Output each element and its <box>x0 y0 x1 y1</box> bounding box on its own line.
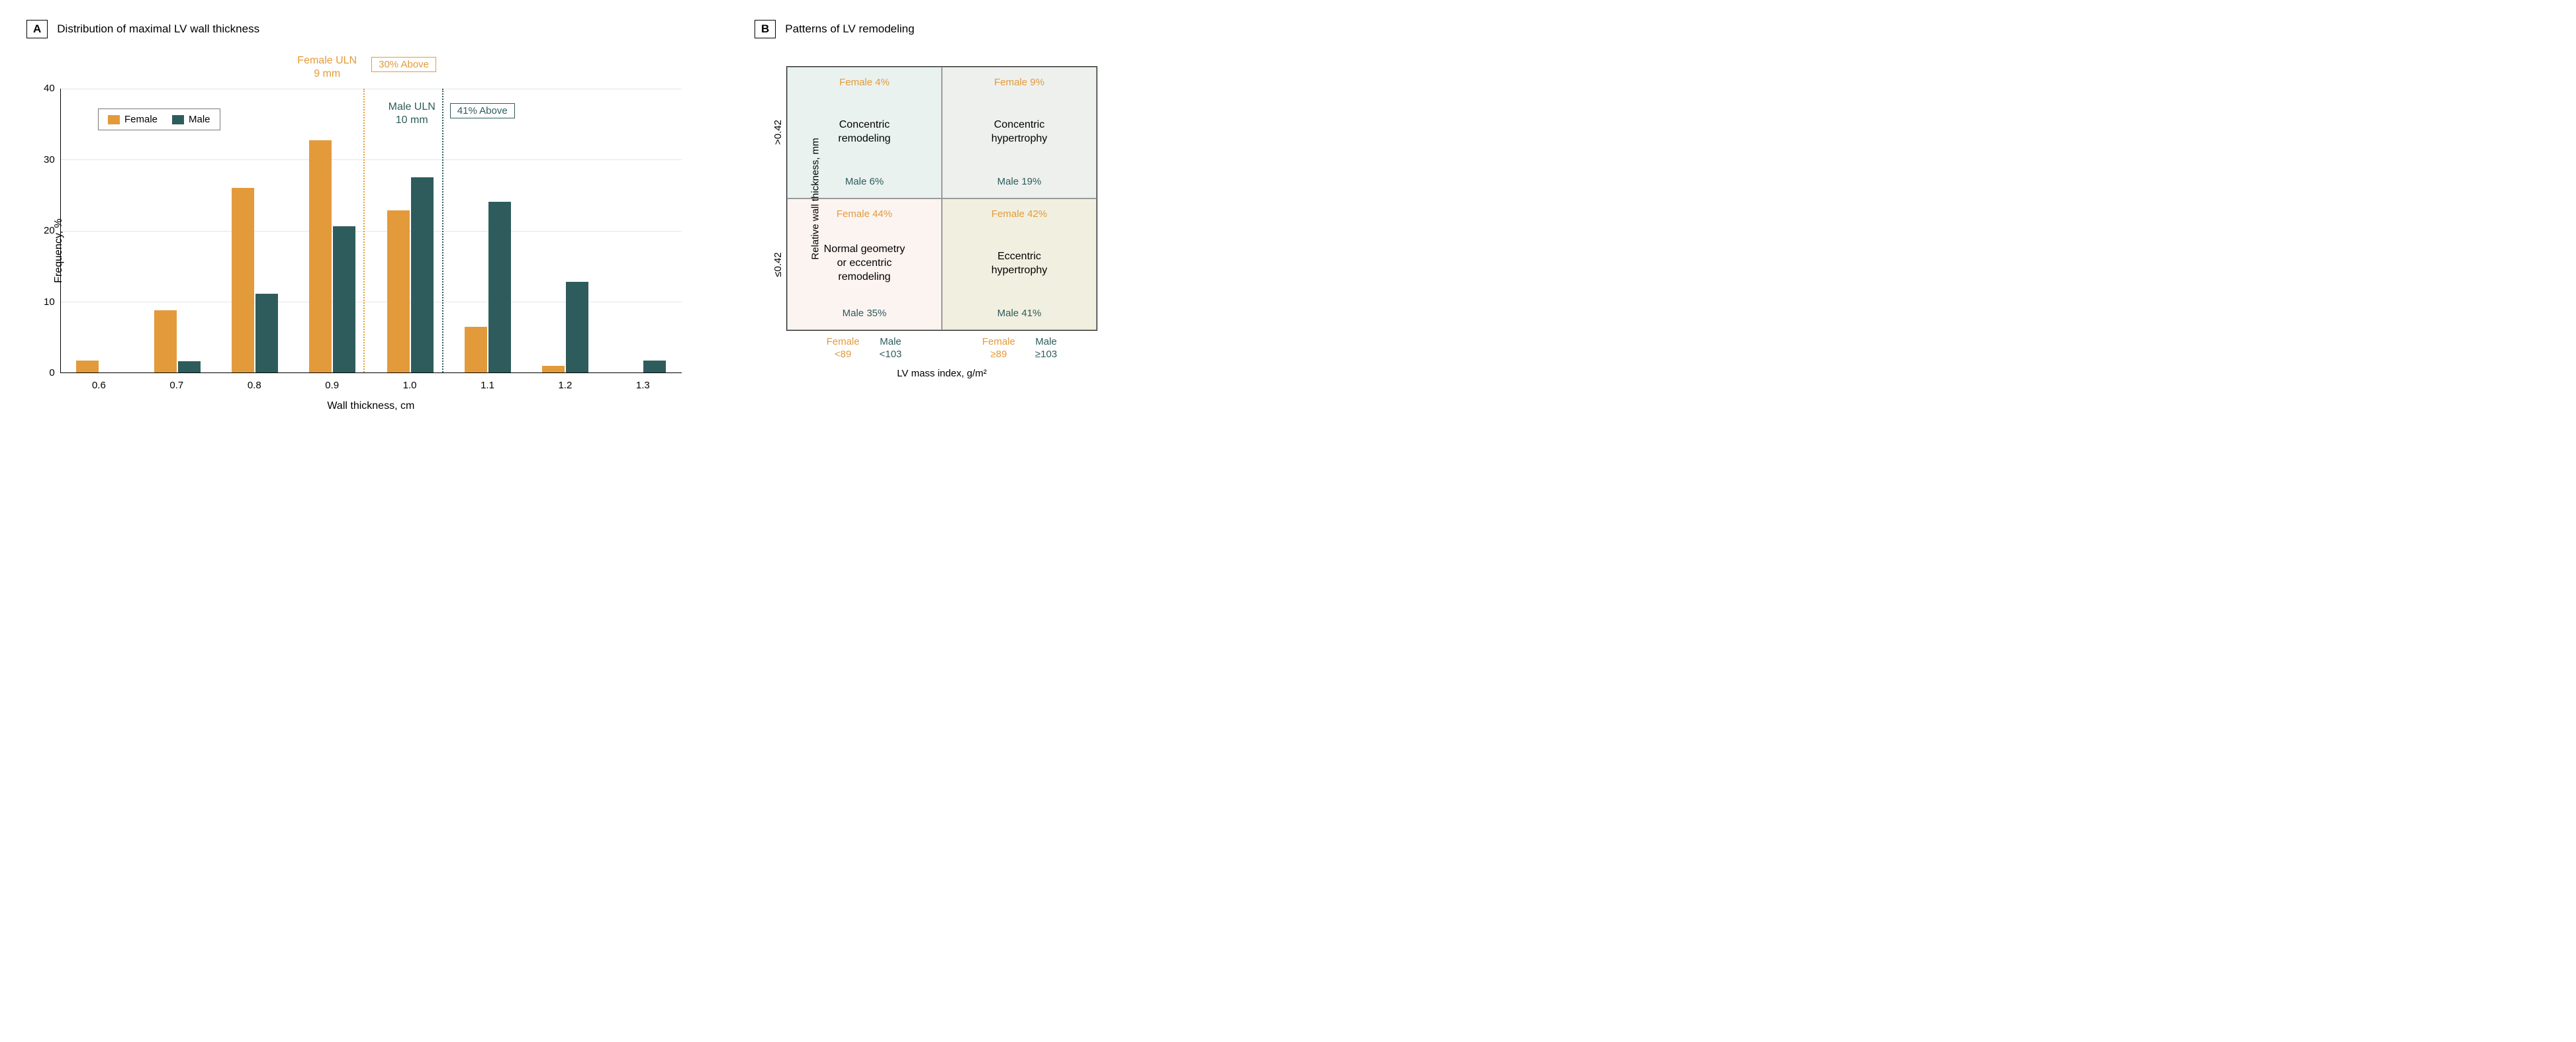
quad-xtick: Female≥89 Male≥103 <box>942 336 1097 361</box>
panel-b-letter: B <box>755 20 776 38</box>
panel-b-yticks: >0.42≤0.42 <box>769 66 786 331</box>
panel-b-title: B Patterns of LV remodeling <box>755 20 1125 38</box>
quad-label: Eccentrichypertrophy <box>991 250 1048 278</box>
panel-a-plot: Female ULN9 mm30% AboveMale ULN10 mm41% … <box>60 89 682 373</box>
legend-swatch <box>172 115 184 124</box>
bar-group <box>604 89 682 372</box>
male-bar <box>411 177 434 372</box>
female-bar <box>76 361 99 372</box>
quad-ytick: ≤0.42 <box>712 256 844 273</box>
xtick: 0.7 <box>138 380 215 391</box>
female-bar <box>465 327 487 372</box>
quad-male: Male 41% <box>997 308 1042 319</box>
quad-ytick: >0.42 <box>712 124 844 141</box>
legend-item: Male <box>172 114 210 125</box>
quad-female: Female 44% <box>837 208 892 220</box>
male-bar <box>566 282 588 372</box>
panel-b-ylabel: Relative wall thickness, mm <box>810 138 821 259</box>
female-bar <box>232 188 254 372</box>
quad-male: Male 35% <box>843 308 887 319</box>
panel-a-xaxis: 0.60.70.80.91.01.11.21.3 <box>60 380 682 391</box>
legend-swatch <box>108 115 120 124</box>
quad-xtick: Female<89 Male<103 <box>786 336 942 361</box>
male-bar <box>333 226 355 372</box>
quad-male: Male 6% <box>845 176 884 187</box>
male-bar <box>488 202 511 372</box>
legend: Female Male <box>98 109 220 130</box>
figure: A Distribution of maximal LV wall thickn… <box>26 20 2550 412</box>
male-bar <box>178 361 201 372</box>
legend-item: Female <box>108 114 158 125</box>
xtick: 0.8 <box>216 380 293 391</box>
female-bar <box>387 210 410 372</box>
bar-group <box>294 89 371 372</box>
panel-a-title: A Distribution of maximal LV wall thickn… <box>26 20 682 38</box>
male-bar <box>643 361 666 372</box>
xtick: 0.6 <box>60 380 138 391</box>
bar-group <box>138 89 216 372</box>
quadrant-br: Female 42% Eccentrichypertrophy Male 41% <box>942 198 1097 330</box>
female-bar <box>154 310 177 372</box>
quad-xtick-female: Female≥89 <box>982 336 1015 361</box>
panel-b-ylabel-wrap: Relative wall thickness, mm <box>755 66 769 331</box>
panel-a-ylabel-wrap: Frequency, % <box>26 89 44 412</box>
quad-label: Concentrichypertrophy <box>991 118 1048 146</box>
male-bar <box>255 294 278 372</box>
quad-male: Male 19% <box>997 176 1042 187</box>
panel-b-caption: Patterns of LV remodeling <box>785 22 914 36</box>
quadrant-tr: Female 9% Concentrichypertrophy Male 19% <box>942 67 1097 198</box>
female-bar <box>542 366 565 372</box>
bar-group <box>449 89 526 372</box>
xtick: 1.1 <box>449 380 526 391</box>
panel-b-xlabel: LV mass index, g/m² <box>786 368 1097 379</box>
panel-a-letter: A <box>26 20 48 38</box>
quad-female: Female 42% <box>991 208 1047 220</box>
quad-label: Concentricremodeling <box>838 118 890 146</box>
above-box: 30% Above <box>371 57 436 72</box>
bar-group <box>371 89 449 372</box>
uln-label: Male ULN10 mm <box>389 101 442 127</box>
quad-female: Female 9% <box>994 77 1044 88</box>
quad-xtick-male: Male≥103 <box>1035 336 1057 361</box>
uln-label: Female ULN9 mm <box>297 54 363 81</box>
xtick: 1.2 <box>526 380 604 391</box>
bar-group <box>216 89 293 372</box>
panel-b: B Patterns of LV remodeling Relative wal… <box>755 20 1125 379</box>
quad-xtick-male: Male<103 <box>880 336 902 361</box>
bar-group <box>526 89 604 372</box>
female-bar <box>309 140 332 372</box>
above-box: 41% Above <box>450 103 515 118</box>
xtick: 1.0 <box>371 380 448 391</box>
quad-female: Female 4% <box>839 77 890 88</box>
panel-a-xlabel: Wall thickness, cm <box>60 400 682 412</box>
panel-b-xticks: Female<89 Male<103 Female≥89 Male≥103 <box>786 336 1097 361</box>
panel-a-caption: Distribution of maximal LV wall thicknes… <box>57 22 259 36</box>
panel-b-grid: Female 4% Concentricremodeling Male 6% Fema… <box>786 66 1097 331</box>
xtick: 0.9 <box>293 380 371 391</box>
xtick: 1.3 <box>604 380 682 391</box>
bar-group <box>61 89 138 372</box>
panel-a: A Distribution of maximal LV wall thickn… <box>26 20 682 412</box>
quad-xtick-female: Female<89 <box>827 336 860 361</box>
